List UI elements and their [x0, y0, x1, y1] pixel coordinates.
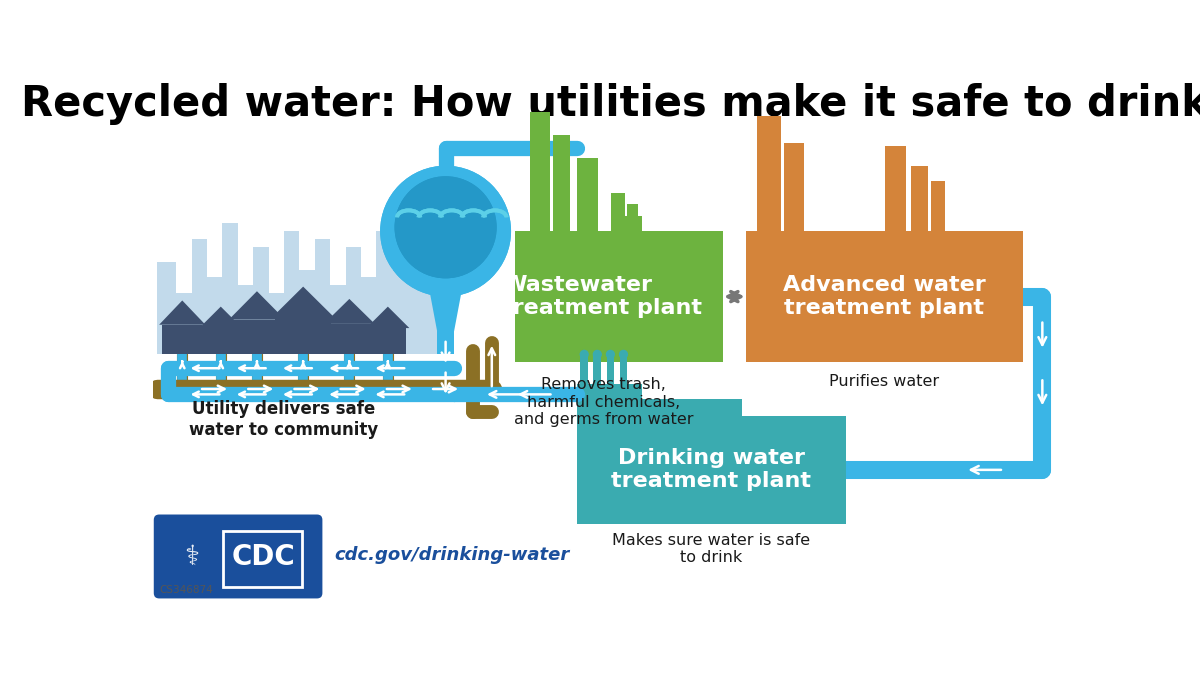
Circle shape [619, 350, 628, 359]
Circle shape [580, 350, 589, 359]
Text: cdc.gov/drinking-water: cdc.gov/drinking-water [334, 545, 569, 564]
Text: ⚕: ⚕ [184, 543, 199, 571]
Bar [576, 158, 598, 231]
Bar [619, 354, 628, 383]
Bar [785, 142, 804, 231]
Bar [746, 231, 1024, 362]
Bar [931, 181, 944, 231]
Bar [642, 399, 742, 416]
Polygon shape [324, 299, 374, 324]
Bar [553, 135, 570, 231]
Bar [576, 383, 642, 416]
Bar [232, 320, 282, 354]
Bar [757, 115, 780, 231]
Bar [162, 325, 203, 354]
Bar [877, 231, 946, 243]
Bar [626, 205, 638, 231]
Text: Removes trash,
harmful chemicals,
and germs from water: Removes trash, harmful chemicals, and ge… [514, 377, 694, 427]
FancyBboxPatch shape [223, 531, 302, 587]
Bar [630, 239, 649, 277]
Text: Purifies water: Purifies water [829, 373, 940, 389]
Polygon shape [160, 300, 205, 325]
Polygon shape [199, 306, 242, 328]
Bar [804, 231, 881, 243]
Bar [594, 354, 601, 383]
Text: Utility delivers safe
water to community: Utility delivers safe water to community [190, 400, 378, 439]
Text: CDC: CDC [232, 543, 295, 571]
Bar [203, 328, 239, 354]
Circle shape [593, 350, 602, 359]
Circle shape [380, 165, 511, 296]
Bar [328, 324, 372, 354]
Bar [611, 192, 625, 231]
Bar [616, 216, 642, 262]
Circle shape [395, 176, 497, 278]
Polygon shape [229, 291, 286, 320]
Bar [515, 231, 722, 362]
Circle shape [395, 176, 497, 278]
Text: Advanced water
treatment plant: Advanced water treatment plant [784, 275, 986, 318]
Bar [604, 231, 673, 358]
Bar [606, 354, 614, 383]
Bar [884, 146, 906, 231]
Bar [530, 112, 550, 231]
Circle shape [380, 165, 511, 296]
Bar [370, 328, 407, 354]
Bar [276, 317, 331, 354]
Bar [527, 231, 604, 243]
Circle shape [606, 350, 614, 359]
Bar [437, 331, 454, 354]
Bar [808, 231, 853, 239]
Text: Recycled water: How utilities make it safe to drink: Recycled water: How utilities make it sa… [22, 83, 1200, 125]
Bar [576, 416, 846, 524]
Text: Wastewater
treatment plant: Wastewater treatment plant [503, 275, 702, 318]
Text: Makes sure water is safe
to drink: Makes sure water is safe to drink [612, 533, 810, 566]
Bar [912, 165, 929, 231]
Text: Drinking water
treatment plant: Drinking water treatment plant [611, 448, 811, 491]
Polygon shape [272, 287, 334, 317]
Polygon shape [366, 306, 409, 328]
Polygon shape [157, 223, 438, 354]
Bar [581, 354, 588, 383]
Polygon shape [430, 290, 462, 331]
Text: CS346874: CS346874 [160, 585, 212, 595]
FancyBboxPatch shape [154, 514, 323, 599]
